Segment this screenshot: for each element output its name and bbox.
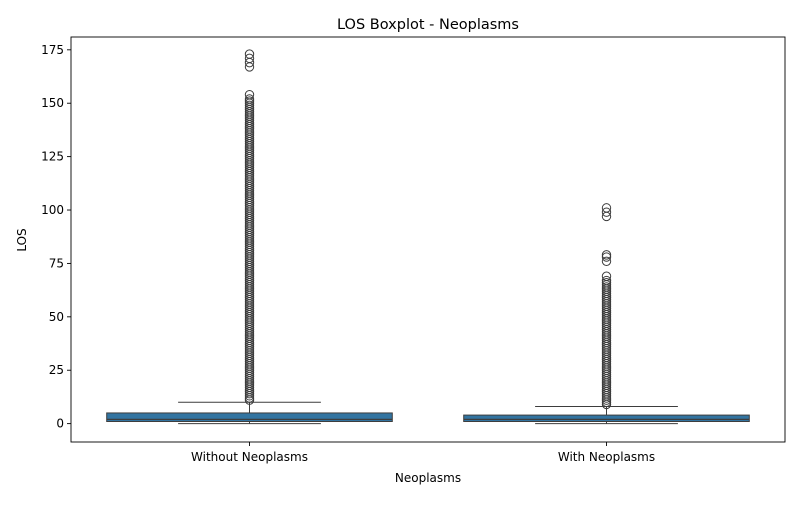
outlier-point xyxy=(244,100,255,111)
x-tick-label: Without Neoplasms xyxy=(191,450,308,464)
outlier-point xyxy=(601,203,612,213)
y-tick-label: 150 xyxy=(41,96,64,110)
x-axis-label: Neoplasms xyxy=(395,471,461,485)
outlier-point xyxy=(601,250,612,260)
y-tick-label: 0 xyxy=(56,417,64,431)
outlier-point xyxy=(601,282,612,292)
outlier-point xyxy=(244,94,255,104)
y-tick-label: 125 xyxy=(41,150,64,164)
outlier-point xyxy=(601,252,612,262)
outlier-point xyxy=(244,89,255,100)
y-axis-label: LOS xyxy=(15,228,29,251)
box-iqr xyxy=(106,412,393,422)
y-tick-label: 100 xyxy=(41,203,64,217)
outlier-point xyxy=(601,207,612,217)
y-tick-label: 25 xyxy=(49,363,64,377)
x-tick-label: With Neoplasms xyxy=(558,450,655,464)
outlier-point xyxy=(601,277,612,288)
y-tick-label: 75 xyxy=(49,256,64,270)
outlier-point xyxy=(601,256,612,266)
y-tick-label: 175 xyxy=(41,43,64,57)
outlier-point xyxy=(244,96,255,106)
outlier-point xyxy=(244,49,255,59)
box-iqr xyxy=(463,414,750,422)
outlier-point xyxy=(601,271,612,281)
y-tick-label: 50 xyxy=(49,310,64,324)
chart-title: LOS Boxplot - Neoplasms xyxy=(337,17,519,33)
outlier-point xyxy=(601,275,612,286)
plot-frame xyxy=(70,36,786,443)
outlier-point xyxy=(244,53,255,64)
